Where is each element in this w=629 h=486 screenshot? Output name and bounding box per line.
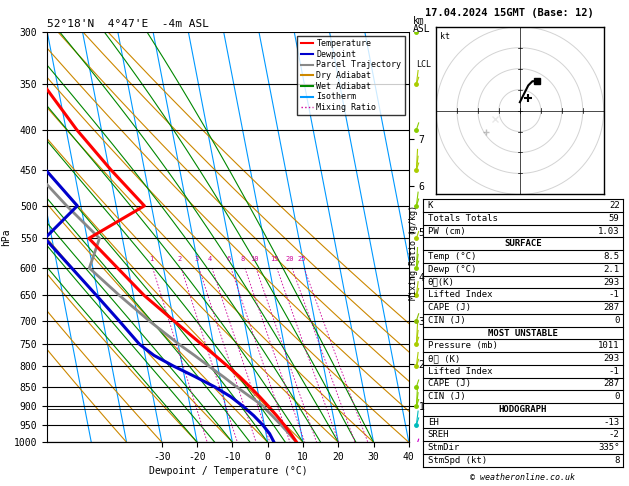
Text: -1: -1 [609, 290, 620, 299]
Y-axis label: hPa: hPa [1, 228, 11, 246]
Text: -1: -1 [609, 367, 620, 376]
Text: CIN (J): CIN (J) [428, 392, 465, 401]
Text: PW (cm): PW (cm) [428, 226, 465, 236]
Text: © weatheronline.co.uk: © weatheronline.co.uk [470, 473, 574, 482]
Text: 1.03: 1.03 [598, 226, 620, 236]
Text: Lifted Index: Lifted Index [428, 367, 493, 376]
Text: km: km [413, 17, 425, 26]
Text: StmSpd (kt): StmSpd (kt) [428, 456, 487, 465]
Text: 2.1: 2.1 [603, 265, 620, 274]
Text: 4: 4 [208, 256, 212, 262]
Text: 22: 22 [609, 201, 620, 210]
Text: 52°18'N  4°47'E  -4m ASL: 52°18'N 4°47'E -4m ASL [47, 19, 209, 30]
Text: SREH: SREH [428, 431, 449, 439]
Text: 335°: 335° [598, 443, 620, 452]
Text: CIN (J): CIN (J) [428, 316, 465, 325]
Text: Totals Totals: Totals Totals [428, 214, 498, 223]
Text: θᴇ(K): θᴇ(K) [428, 278, 455, 287]
X-axis label: Dewpoint / Temperature (°C): Dewpoint / Temperature (°C) [148, 466, 308, 476]
Text: 8: 8 [241, 256, 245, 262]
Text: 59: 59 [609, 214, 620, 223]
Legend: Temperature, Dewpoint, Parcel Trajectory, Dry Adiabat, Wet Adiabat, Isotherm, Mi: Temperature, Dewpoint, Parcel Trajectory… [297, 36, 404, 115]
Text: 2: 2 [177, 256, 182, 262]
Text: 0: 0 [614, 392, 620, 401]
Text: 287: 287 [603, 303, 620, 312]
Text: K: K [428, 201, 433, 210]
Text: 15: 15 [270, 256, 279, 262]
Text: LCL: LCL [416, 60, 431, 69]
Text: 17.04.2024 15GMT (Base: 12): 17.04.2024 15GMT (Base: 12) [425, 8, 593, 17]
Text: CAPE (J): CAPE (J) [428, 380, 470, 388]
Text: ASL: ASL [413, 24, 430, 34]
Text: 6: 6 [227, 256, 231, 262]
Text: EH: EH [428, 417, 438, 427]
Text: Temp (°C): Temp (°C) [428, 252, 476, 261]
Text: Lifted Index: Lifted Index [428, 290, 493, 299]
Text: -13: -13 [603, 417, 620, 427]
Text: 1: 1 [149, 256, 153, 262]
Text: Mixing Ratio (g/kg): Mixing Ratio (g/kg) [409, 205, 418, 300]
Text: 3: 3 [195, 256, 199, 262]
Text: 0: 0 [614, 316, 620, 325]
Text: 10: 10 [250, 256, 259, 262]
Text: θᴇ (K): θᴇ (K) [428, 354, 460, 363]
Text: 8: 8 [614, 456, 620, 465]
Text: kt: kt [440, 32, 450, 41]
Text: Pressure (mb): Pressure (mb) [428, 341, 498, 350]
Text: -2: -2 [609, 431, 620, 439]
Text: MOST UNSTABLE: MOST UNSTABLE [487, 329, 558, 337]
Text: 20: 20 [286, 256, 294, 262]
Text: HODOGRAPH: HODOGRAPH [499, 405, 547, 414]
Text: 287: 287 [603, 380, 620, 388]
Text: 293: 293 [603, 278, 620, 287]
Text: Dewp (°C): Dewp (°C) [428, 265, 476, 274]
Text: CAPE (J): CAPE (J) [428, 303, 470, 312]
Text: 1011: 1011 [598, 341, 620, 350]
Text: 25: 25 [298, 256, 306, 262]
Text: SURFACE: SURFACE [504, 240, 542, 248]
Text: 293: 293 [603, 354, 620, 363]
Text: 8.5: 8.5 [603, 252, 620, 261]
Text: StmDir: StmDir [428, 443, 460, 452]
